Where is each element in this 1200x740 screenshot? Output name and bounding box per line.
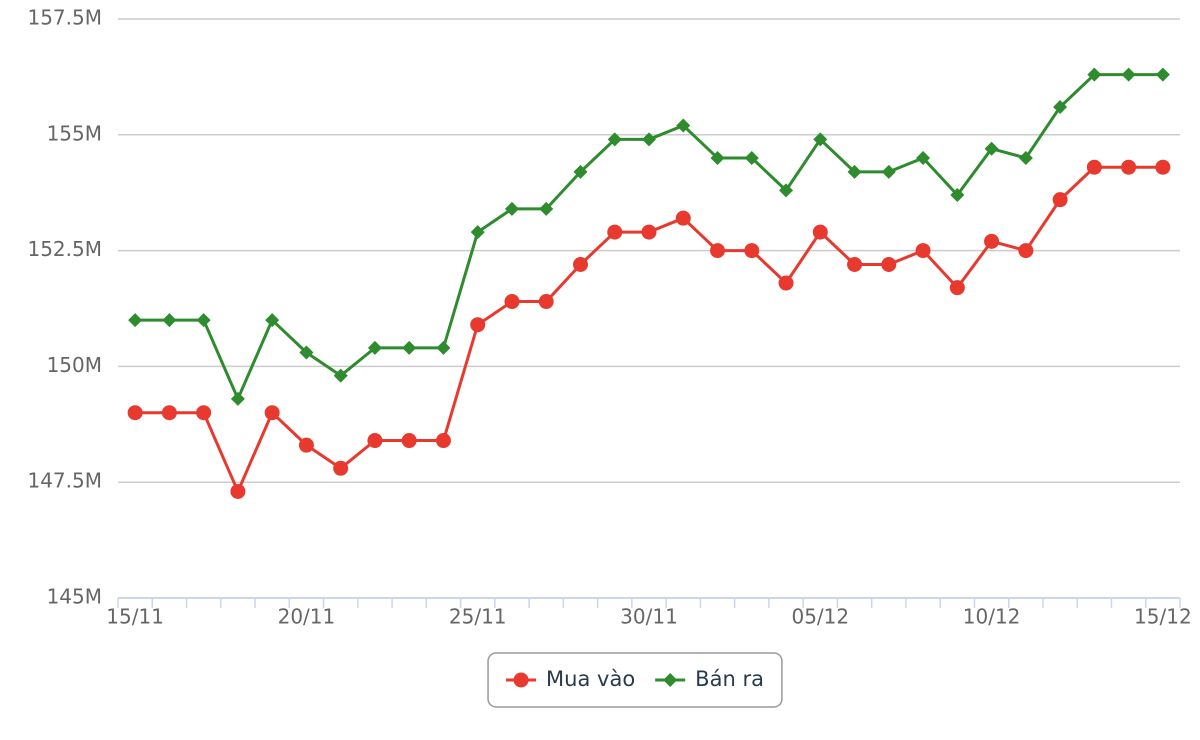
data-point	[264, 405, 280, 421]
y-tick-label: 145M	[47, 585, 102, 609]
data-point	[710, 150, 725, 165]
data-point	[881, 164, 896, 179]
data-point	[539, 201, 554, 216]
x-tick-label: 15/11	[106, 605, 164, 629]
data-point	[298, 437, 314, 453]
x-tick-label: 15/12	[1134, 605, 1192, 629]
data-point	[812, 224, 828, 240]
data-point	[984, 141, 999, 156]
x-tick-label: 30/11	[620, 605, 678, 629]
data-point	[504, 201, 519, 216]
data-point	[128, 313, 143, 328]
y-tick-label: 155M	[47, 121, 102, 145]
x-tick-label: 25/11	[449, 605, 507, 629]
y-tick-label: 157.5M	[27, 6, 102, 30]
data-point	[333, 368, 348, 383]
y-tick-label: 150M	[47, 353, 102, 377]
data-point	[813, 132, 828, 147]
data-point	[915, 243, 931, 259]
data-point	[1155, 67, 1170, 82]
data-point	[196, 313, 211, 328]
y-tick-label: 152.5M	[27, 237, 102, 261]
data-point	[778, 275, 794, 291]
data-point	[1018, 150, 1033, 165]
x-tick-label: 20/11	[278, 605, 336, 629]
legend-box	[487, 652, 783, 708]
data-point	[573, 164, 588, 179]
data-point	[196, 405, 212, 421]
data-point	[572, 256, 588, 272]
data-point	[949, 280, 965, 296]
data-point	[881, 256, 897, 272]
data-point	[230, 483, 246, 499]
data-point	[470, 225, 485, 240]
data-point	[1087, 67, 1102, 82]
legend-marker	[663, 673, 678, 687]
series-line	[135, 165, 1163, 493]
x-tick-label: 05/12	[791, 605, 849, 629]
data-point	[401, 433, 417, 449]
data-point	[162, 313, 177, 328]
data-point	[984, 233, 1000, 249]
y-tick-label: 147.5M	[27, 469, 102, 493]
data-point	[1018, 243, 1034, 259]
data-point	[1121, 159, 1137, 175]
data-point	[607, 224, 623, 240]
data-point	[470, 317, 486, 333]
data-point	[436, 340, 451, 355]
data-point	[676, 118, 691, 133]
data-point	[1121, 67, 1136, 82]
legend-marker	[513, 672, 529, 688]
data-point	[847, 164, 862, 179]
data-point	[402, 340, 417, 355]
data-point	[333, 460, 349, 476]
data-point	[642, 132, 656, 147]
data-point	[675, 210, 691, 226]
data-point	[367, 433, 383, 449]
data-point	[504, 294, 520, 310]
data-point	[847, 256, 863, 272]
data-point	[916, 150, 931, 165]
legend-label: Bán ra	[695, 667, 764, 691]
data-point	[744, 150, 759, 165]
legend: Mua vào Bán ra	[487, 652, 783, 708]
data-point	[744, 243, 760, 259]
data-point	[1155, 159, 1171, 175]
data-point	[367, 340, 382, 355]
data-point	[265, 313, 280, 328]
data-point	[779, 183, 794, 198]
data-point	[1052, 192, 1068, 208]
data-point	[710, 243, 726, 259]
data-point	[1053, 100, 1068, 115]
x-tick-label: 10/12	[963, 605, 1021, 629]
data-point	[299, 345, 314, 360]
data-point	[127, 405, 143, 421]
data-point	[950, 188, 965, 203]
data-point	[607, 132, 622, 147]
legend-label: Mua vào	[546, 667, 635, 691]
data-point	[641, 224, 657, 240]
data-point	[435, 433, 451, 449]
data-point	[161, 405, 177, 421]
data-point	[538, 294, 554, 310]
data-point	[230, 391, 245, 406]
data-point	[1086, 159, 1102, 175]
